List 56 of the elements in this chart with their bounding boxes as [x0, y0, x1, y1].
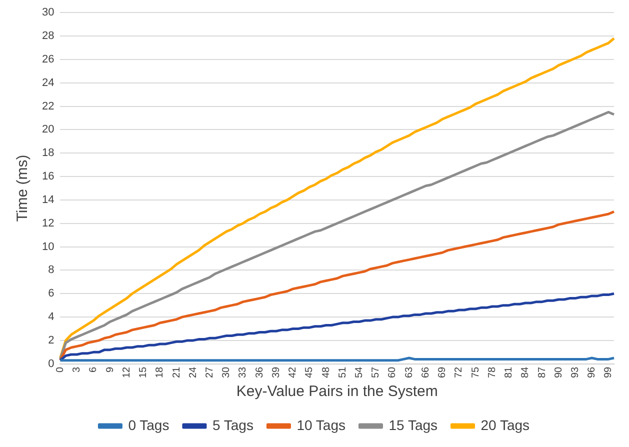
y-tick-label: 8 [48, 264, 54, 276]
y-tick-label: 10 [42, 240, 54, 253]
x-tick-label: 78 [486, 366, 498, 378]
x-tick-label: 12 [121, 366, 132, 378]
legend-label: 15 Tags [388, 416, 438, 433]
x-tick-label: 54 [354, 366, 366, 378]
y-tick-label: 30 [42, 6, 54, 19]
x-tick-label: 48 [320, 366, 332, 378]
y-tick-label: 16 [42, 170, 54, 183]
y-tick-label: 2 [48, 334, 54, 346]
x-axis-title: Key-Value Pairs in the System [236, 383, 438, 400]
y-tick-label: 6 [48, 288, 54, 300]
y-tick-label: 18 [42, 147, 54, 160]
x-tick-label: 18 [154, 366, 166, 378]
legend-label: 0 Tags [128, 416, 170, 433]
y-axis-title: Time (ms) [14, 154, 32, 222]
y-tick-label: 28 [42, 30, 54, 42]
legend-label: 5 Tags [212, 416, 254, 433]
x-tick-label: 93 [570, 366, 581, 378]
x-tick-label: 75 [470, 366, 482, 378]
x-tick-label: 3 [72, 366, 83, 372]
x-tick-label: 63 [404, 366, 415, 378]
x-tick-label: 66 [420, 366, 432, 378]
x-tick-label: 36 [254, 366, 266, 378]
x-tick-label: 0 [54, 366, 66, 372]
x-tick-label: 57 [370, 366, 382, 378]
x-tick-label: 51 [337, 366, 348, 378]
x-tick-label: 84 [520, 366, 532, 378]
x-tick-label: 45 [304, 366, 316, 378]
x-tick-label: 6 [88, 366, 100, 372]
x-tick-label: 99 [603, 366, 614, 378]
x-tick-label: 81 [504, 366, 515, 378]
x-tick-label: 33 [238, 366, 249, 378]
x-tick-label: 96 [586, 366, 598, 378]
x-tick-label: 27 [204, 366, 216, 378]
x-tick-label: 9 [104, 366, 116, 372]
x-tick-label: 21 [171, 366, 182, 378]
x-tick-label: 90 [553, 366, 564, 378]
legend-label: 10 Tags [296, 416, 346, 433]
x-tick-label: 39 [270, 366, 282, 378]
y-tick-label: 24 [42, 76, 54, 89]
x-tick-label: 87 [536, 366, 548, 378]
y-tick-label: 22 [42, 100, 54, 112]
legend-label: 20 Tags [480, 416, 530, 433]
x-tick-label: 60 [387, 366, 398, 378]
y-tick-label: 4 [48, 311, 54, 324]
x-tick-label: 30 [221, 366, 232, 378]
y-tick-label: 12 [42, 217, 54, 230]
x-tick-label: 15 [138, 366, 150, 378]
y-tick-label: 20 [42, 124, 54, 136]
x-tick-label: 69 [437, 366, 448, 378]
y-tick-label: 26 [42, 53, 54, 66]
x-tick-label: 24 [188, 366, 199, 378]
y-tick-label: 14 [42, 194, 54, 206]
x-tick-label: 42 [288, 366, 299, 378]
x-tick-label: 72 [454, 366, 465, 378]
